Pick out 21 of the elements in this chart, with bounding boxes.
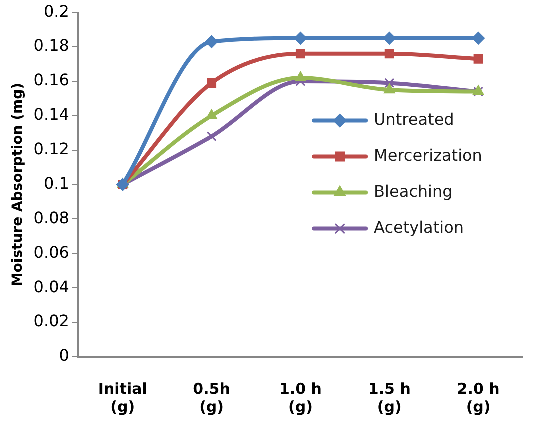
- x-tick-label: 0.5h (g): [193, 380, 230, 416]
- x-tick-label: Initial (g): [98, 380, 148, 416]
- legend-label: Mercerization: [374, 146, 482, 165]
- y-tick-label: 0.14: [34, 105, 70, 124]
- y-tick-label: 0.1: [44, 174, 70, 193]
- y-tick-label: 0.2: [44, 2, 70, 21]
- y-tick-label: 0.08: [34, 208, 70, 228]
- legend-label: Bleaching: [374, 182, 453, 201]
- legend-label: Untreated: [374, 110, 454, 129]
- y-tick-label: 0.02: [34, 312, 70, 331]
- y-tick-label: 0.18: [34, 36, 70, 56]
- x-tick-label: 2.0 h (g): [457, 380, 500, 416]
- y-tick-label: 0.16: [34, 70, 70, 90]
- y-tick-label: 0.12: [34, 140, 70, 159]
- y-tick-label: 0.06: [34, 242, 70, 262]
- x-tick-label: 1.0 h (g): [279, 380, 322, 416]
- y-axis-title: Moisture Absorption (mg): [10, 82, 26, 287]
- x-tick-label: 1.5 h (g): [368, 380, 411, 416]
- legend-label: Acetylation: [374, 218, 464, 237]
- y-tick-label: 0.04: [34, 277, 70, 296]
- y-tick-label: 0: [59, 346, 70, 366]
